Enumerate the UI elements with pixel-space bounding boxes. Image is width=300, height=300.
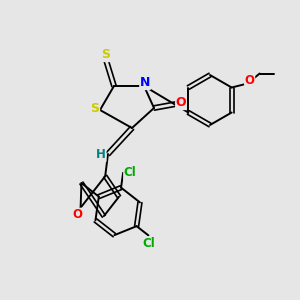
Text: H: H [96,148,106,161]
Text: N: N [140,76,150,89]
Text: O: O [245,74,255,87]
Text: Cl: Cl [142,237,155,250]
Text: Cl: Cl [124,166,136,179]
Text: S: S [91,103,100,116]
Text: O: O [73,208,82,221]
Text: O: O [176,97,186,110]
Text: S: S [101,49,110,62]
